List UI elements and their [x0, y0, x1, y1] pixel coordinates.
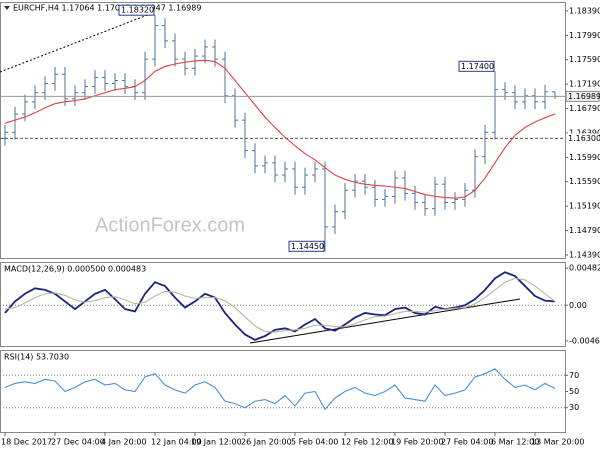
y-tick-label: 0.00: [569, 301, 587, 310]
macd-panel: [0, 262, 566, 347]
annotation-label: 1.18320: [121, 6, 154, 15]
x-tick-label: 27 Feb 04:00: [441, 438, 493, 447]
x-tick-label: 13 Mar 20:00: [531, 438, 584, 447]
series-line: [4, 368, 556, 411]
panel-title: RSI(14) 53.7030: [4, 353, 69, 362]
annotation-box: [118, 4, 155, 16]
watermark: ActionForex.com: [95, 214, 245, 236]
y-tick-label: 70: [569, 371, 579, 380]
y-tick-label: 50: [569, 387, 579, 396]
y-tick-label: 1.14390: [569, 250, 600, 259]
price-label-box: [565, 90, 600, 102]
series-line: [4, 59, 556, 199]
x-tick-label: 19 Jan 12:00: [191, 438, 242, 447]
y-tick-label: 1.16390: [569, 128, 600, 137]
series-line: [4, 277, 556, 333]
y-tick-label: 1.16790: [569, 104, 600, 113]
y-tick-label: -0.004632: [569, 336, 600, 345]
price-label: 1.16300: [568, 134, 600, 143]
x-tick-label: 5 Feb 04:00: [291, 438, 338, 447]
annotation-box: [288, 240, 325, 252]
y-tick-label: 1.15590: [569, 177, 600, 186]
price-label-box: [566, 133, 599, 144]
x-tick-label: 4 Jan 20:00: [101, 438, 147, 447]
x-tick-label: 26 Jan 20:00: [241, 438, 292, 447]
price-label: 1.16989: [568, 92, 600, 101]
price-panel: [0, 2, 566, 259]
trend-line: [0, 13, 151, 73]
x-tick-label: 12 Jan 04:00: [151, 438, 202, 447]
series-line: [4, 271, 556, 341]
trend-line: [249, 298, 521, 344]
chart-title: EURCHF,H4 1.17064 1.17067 1.16947 1.1698…: [13, 4, 201, 13]
annotation-label: 1.17400: [461, 62, 494, 71]
y-tick-label: 1.14790: [569, 226, 600, 235]
y-tick-label: 1.17190: [569, 80, 600, 89]
annotation-label: 1.14450: [291, 242, 324, 251]
x-tick-label: 18 Dec 2017: [1, 438, 52, 447]
y-tick-label: 1.15990: [569, 153, 600, 162]
y-tick-label: 1.17990: [569, 31, 600, 40]
panel-title: MACD(12,26,9) 0.000500 0.000483: [4, 265, 146, 274]
y-tick-label: 1.15190: [569, 202, 600, 211]
y-tick-label: 1.17590: [569, 55, 600, 64]
y-tick-label: 30: [569, 403, 579, 412]
y-tick-label: 0.004827: [569, 264, 600, 273]
rsi-panel: [0, 350, 566, 433]
x-tick-label: 19 Feb 20:00: [391, 438, 443, 447]
x-tick-label: 12 Feb 12:00: [341, 438, 393, 447]
menu-icon: [4, 6, 10, 10]
y-tick-label: 1.18390: [569, 6, 600, 15]
x-tick-label: 6 Mar 12:00: [491, 438, 539, 447]
x-tick-label: 27 Dec 04:00: [51, 438, 105, 447]
annotation-box: [458, 60, 495, 72]
